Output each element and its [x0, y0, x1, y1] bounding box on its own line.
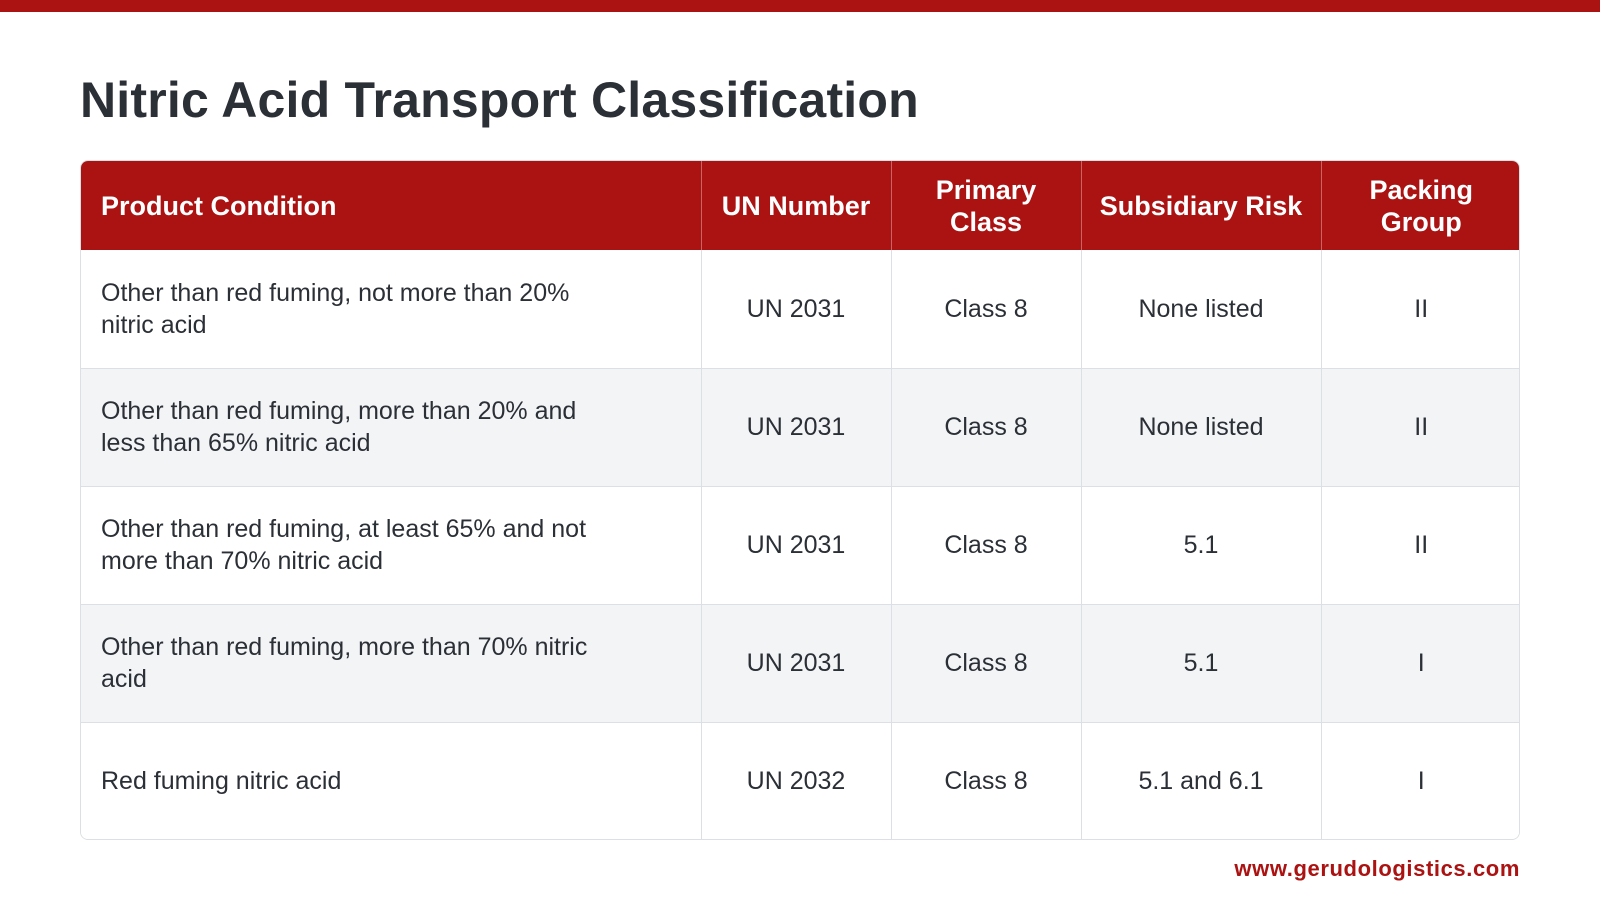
cell-un-number: UN 2031 — [701, 250, 892, 368]
cell-primary-class: Class 8 — [891, 485, 1082, 604]
cell-un-number: UN 2031 — [701, 367, 892, 486]
header-primary-class: Primary Class — [891, 161, 1082, 250]
cell-subsidiary-risk: None listed — [1081, 367, 1322, 486]
cell-un-number: UN 2031 — [701, 603, 892, 722]
header-packing-group: Packing Group — [1369, 174, 1474, 237]
cell-subsidiary-risk: None listed — [1081, 250, 1322, 368]
cell-packing-group: II — [1321, 367, 1519, 486]
table-row: Other than red fuming, more than 20% and… — [81, 367, 1519, 486]
cell-condition: Other than red fuming, not more than 20%… — [81, 250, 702, 368]
cell-condition: Other than red fuming, more than 20% and… — [81, 367, 702, 486]
header-un-number: UN Number — [701, 161, 892, 250]
table-body: Other than red fuming, not more than 20%… — [81, 250, 1519, 839]
cell-primary-class: Class 8 — [891, 367, 1082, 486]
cell-packing-group: I — [1321, 603, 1519, 722]
cell-un-number: UN 2031 — [701, 485, 892, 604]
table-header: Product Condition UN Number Primary Clas… — [81, 161, 1519, 250]
footer-website-link[interactable]: www.gerudologistics.com — [1234, 856, 1520, 881]
cell-primary-class: Class 8 — [891, 250, 1082, 368]
classification-table-grid: Product Condition UN Number Primary Clas… — [81, 161, 1519, 839]
cell-subsidiary-risk: 5.1 and 6.1 — [1081, 721, 1322, 839]
top-accent-bar — [0, 0, 1600, 12]
cell-primary-class: Class 8 — [891, 603, 1082, 722]
table-row: Other than red fuming, not more than 20%… — [81, 250, 1519, 368]
cell-packing-group: I — [1321, 721, 1519, 839]
page-title: Nitric Acid Transport Classification — [80, 72, 919, 128]
table-header-row: Product Condition UN Number Primary Clas… — [81, 161, 1519, 250]
cell-subsidiary-risk: 5.1 — [1081, 603, 1322, 722]
cell-condition: Other than red fuming, more than 70% nit… — [81, 603, 702, 722]
header-product-condition: Product Condition — [81, 161, 702, 250]
table-row: Other than red fuming, more than 70% nit… — [81, 603, 1519, 722]
cell-un-number: UN 2032 — [701, 721, 892, 839]
cell-condition: Other than red fuming, at least 65% and … — [81, 485, 702, 604]
cell-packing-group: II — [1321, 485, 1519, 604]
cell-primary-class: Class 8 — [891, 721, 1082, 839]
classification-table: Product Condition UN Number Primary Clas… — [80, 160, 1520, 840]
table-row: Red fuming nitric acid UN 2032 Class 8 5… — [81, 721, 1519, 839]
table-row: Other than red fuming, at least 65% and … — [81, 485, 1519, 604]
cell-subsidiary-risk: 5.1 — [1081, 485, 1322, 604]
cell-packing-group: II — [1414, 294, 1429, 323]
header-subsidiary-risk: Subsidiary Risk — [1081, 161, 1322, 250]
cell-condition: Red fuming nitric acid — [81, 721, 702, 839]
